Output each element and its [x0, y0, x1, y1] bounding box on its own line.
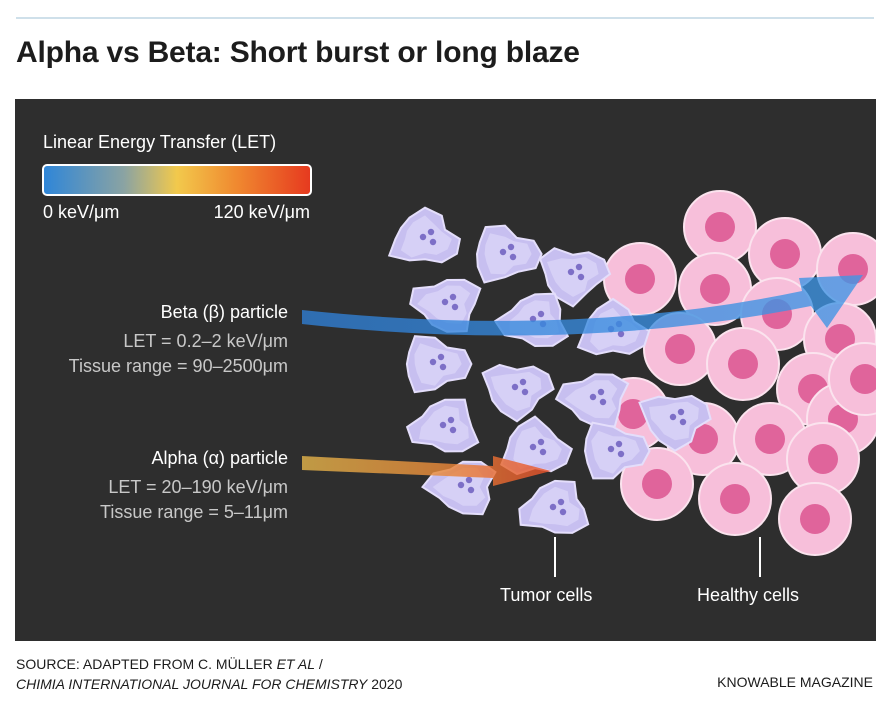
alpha-info: Alpha (α) particle LET = 20–190 keV/μm T…	[100, 448, 288, 525]
diagram-panel: Linear Energy Transfer (LET) 0 keV/μm 12…	[15, 99, 876, 641]
legend-max-label: 120 keV/μm	[213, 202, 310, 222]
tumor-cell	[538, 247, 612, 308]
alpha-title: Alpha (α) particle	[151, 448, 288, 468]
alpha-range: Tissue range = 5–11μm	[100, 502, 288, 522]
tumor-cell	[638, 394, 712, 452]
healthy-cell	[828, 342, 876, 416]
tumor-cell	[518, 479, 590, 534]
alpha-let: LET = 20–190 keV/μm	[108, 477, 288, 497]
publisher-brand: KNOWABLE MAGAZINE	[717, 674, 873, 690]
tumor-cell	[387, 206, 462, 264]
healthy-cell	[603, 242, 677, 316]
tumor-cell	[405, 335, 473, 394]
page-title: Alpha vs Beta: Short burst or long blaze	[16, 36, 580, 69]
beta-info: Beta (β) particle LET = 0.2–2 keV/μm Tis…	[69, 302, 288, 379]
beta-particle-trail	[302, 275, 863, 336]
particle-paths	[302, 275, 863, 577]
legend-title: Linear Energy Transfer (LET)	[43, 132, 277, 152]
healthy-cell	[786, 422, 860, 496]
healthy-cell	[683, 190, 757, 264]
healthy-cells-group	[596, 190, 876, 556]
tumor-cell	[405, 398, 480, 453]
tumor-cell	[493, 292, 570, 348]
source-credit: SOURCE: ADAPTED FROM C. MÜLLER ET AL / C…	[16, 656, 403, 692]
tumor-cell	[481, 363, 555, 423]
tumor-cells-label: Tumor cells	[500, 585, 593, 605]
alpha-particle-trail	[302, 456, 551, 486]
tumor-cell	[475, 224, 543, 284]
tumor-cell	[409, 278, 482, 333]
top-rule	[16, 17, 874, 19]
healthy-cell	[698, 462, 772, 536]
let-color-scale	[42, 164, 312, 196]
healthy-cell	[748, 217, 822, 291]
beta-range: Tissue range = 90–2500μm	[68, 356, 288, 376]
healthy-cells-label: Healthy cells	[697, 585, 800, 605]
healthy-cell	[643, 312, 717, 386]
beta-let: LET = 0.2–2 keV/μm	[123, 331, 288, 351]
tumor-cell	[554, 373, 630, 428]
tumor-cell	[583, 421, 651, 480]
tumor-cell	[500, 415, 574, 476]
healthy-cell	[778, 482, 852, 556]
cells-illustration	[302, 190, 876, 577]
healthy-cell	[706, 327, 780, 401]
beta-title: Beta (β) particle	[160, 302, 288, 322]
legend-min-label: 0 keV/μm	[43, 202, 120, 222]
